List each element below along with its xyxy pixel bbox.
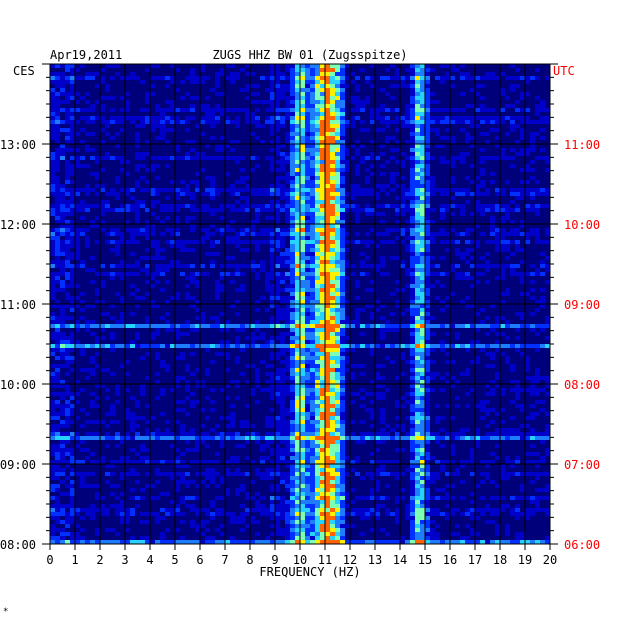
x-tick-label: 16 xyxy=(443,553,457,567)
right-tick-label: 09:00 xyxy=(564,298,600,312)
left-tick-label: 10:00 xyxy=(0,378,36,392)
x-tick-label: 10 xyxy=(293,553,307,567)
right-axis-ticks: 06:00 07:00 08:00 09:00 10:00 11:00 xyxy=(550,63,600,552)
right-tick-label: 08:00 xyxy=(564,378,600,392)
x-tick-label: 11 xyxy=(318,553,332,567)
x-tick-label: 4 xyxy=(146,553,153,567)
chart-date: Apr19,2011 xyxy=(50,48,122,62)
x-tick-label: 8 xyxy=(246,553,253,567)
left-axis-ticks: 08:00 09:00 10:00 11:00 12:00 13:00 xyxy=(0,63,50,552)
x-tick-label: 7 xyxy=(221,553,228,567)
heatmap-cells xyxy=(50,64,550,544)
x-axis-label: FREQUENCY (HZ) xyxy=(259,565,360,579)
x-tick-label: 3 xyxy=(121,553,128,567)
x-tick-label: 19 xyxy=(518,553,532,567)
grid-lines xyxy=(49,64,551,544)
right-tick-label: 07:00 xyxy=(564,458,600,472)
left-tick-label: 11:00 xyxy=(0,298,36,312)
x-tick-label: 14 xyxy=(393,553,407,567)
x-tick-label: 2 xyxy=(96,553,103,567)
x-tick-label: 5 xyxy=(171,553,178,567)
right-tick-label: 06:00 xyxy=(564,538,600,552)
left-axis-unit: CES xyxy=(13,64,35,78)
left-tick-label: 08:00 xyxy=(0,538,36,552)
right-tick-label: 11:00 xyxy=(564,138,600,152)
left-tick-label: 13:00 xyxy=(0,138,36,152)
x-tick-label: 13 xyxy=(368,553,382,567)
right-axis-unit: UTC xyxy=(553,64,575,78)
x-axis-ticks: 0 1 2 3 4 5 6 7 8 9 10 11 12 13 14 15 16 17 18 19 20 xyxy=(46,544,557,567)
x-tick-label: 15 xyxy=(418,553,432,567)
left-tick-label: 09:00 xyxy=(0,458,36,472)
x-tick-label: 9 xyxy=(271,553,278,567)
x-tick-label: 6 xyxy=(196,553,203,567)
x-tick-label: 18 xyxy=(493,553,507,567)
x-tick-label: 12 xyxy=(343,553,357,567)
chart-title: ZUGS HHZ BW 01 (Zugsspitze) xyxy=(212,48,407,62)
x-tick-label: 0 xyxy=(46,553,53,567)
x-tick-label: 20 xyxy=(543,553,557,567)
x-tick-label: 17 xyxy=(468,553,482,567)
right-tick-label: 10:00 xyxy=(564,218,600,232)
left-tick-label: 12:00 xyxy=(0,218,36,232)
x-tick-label: 1 xyxy=(71,553,78,567)
footer-mark: * xyxy=(3,607,8,617)
